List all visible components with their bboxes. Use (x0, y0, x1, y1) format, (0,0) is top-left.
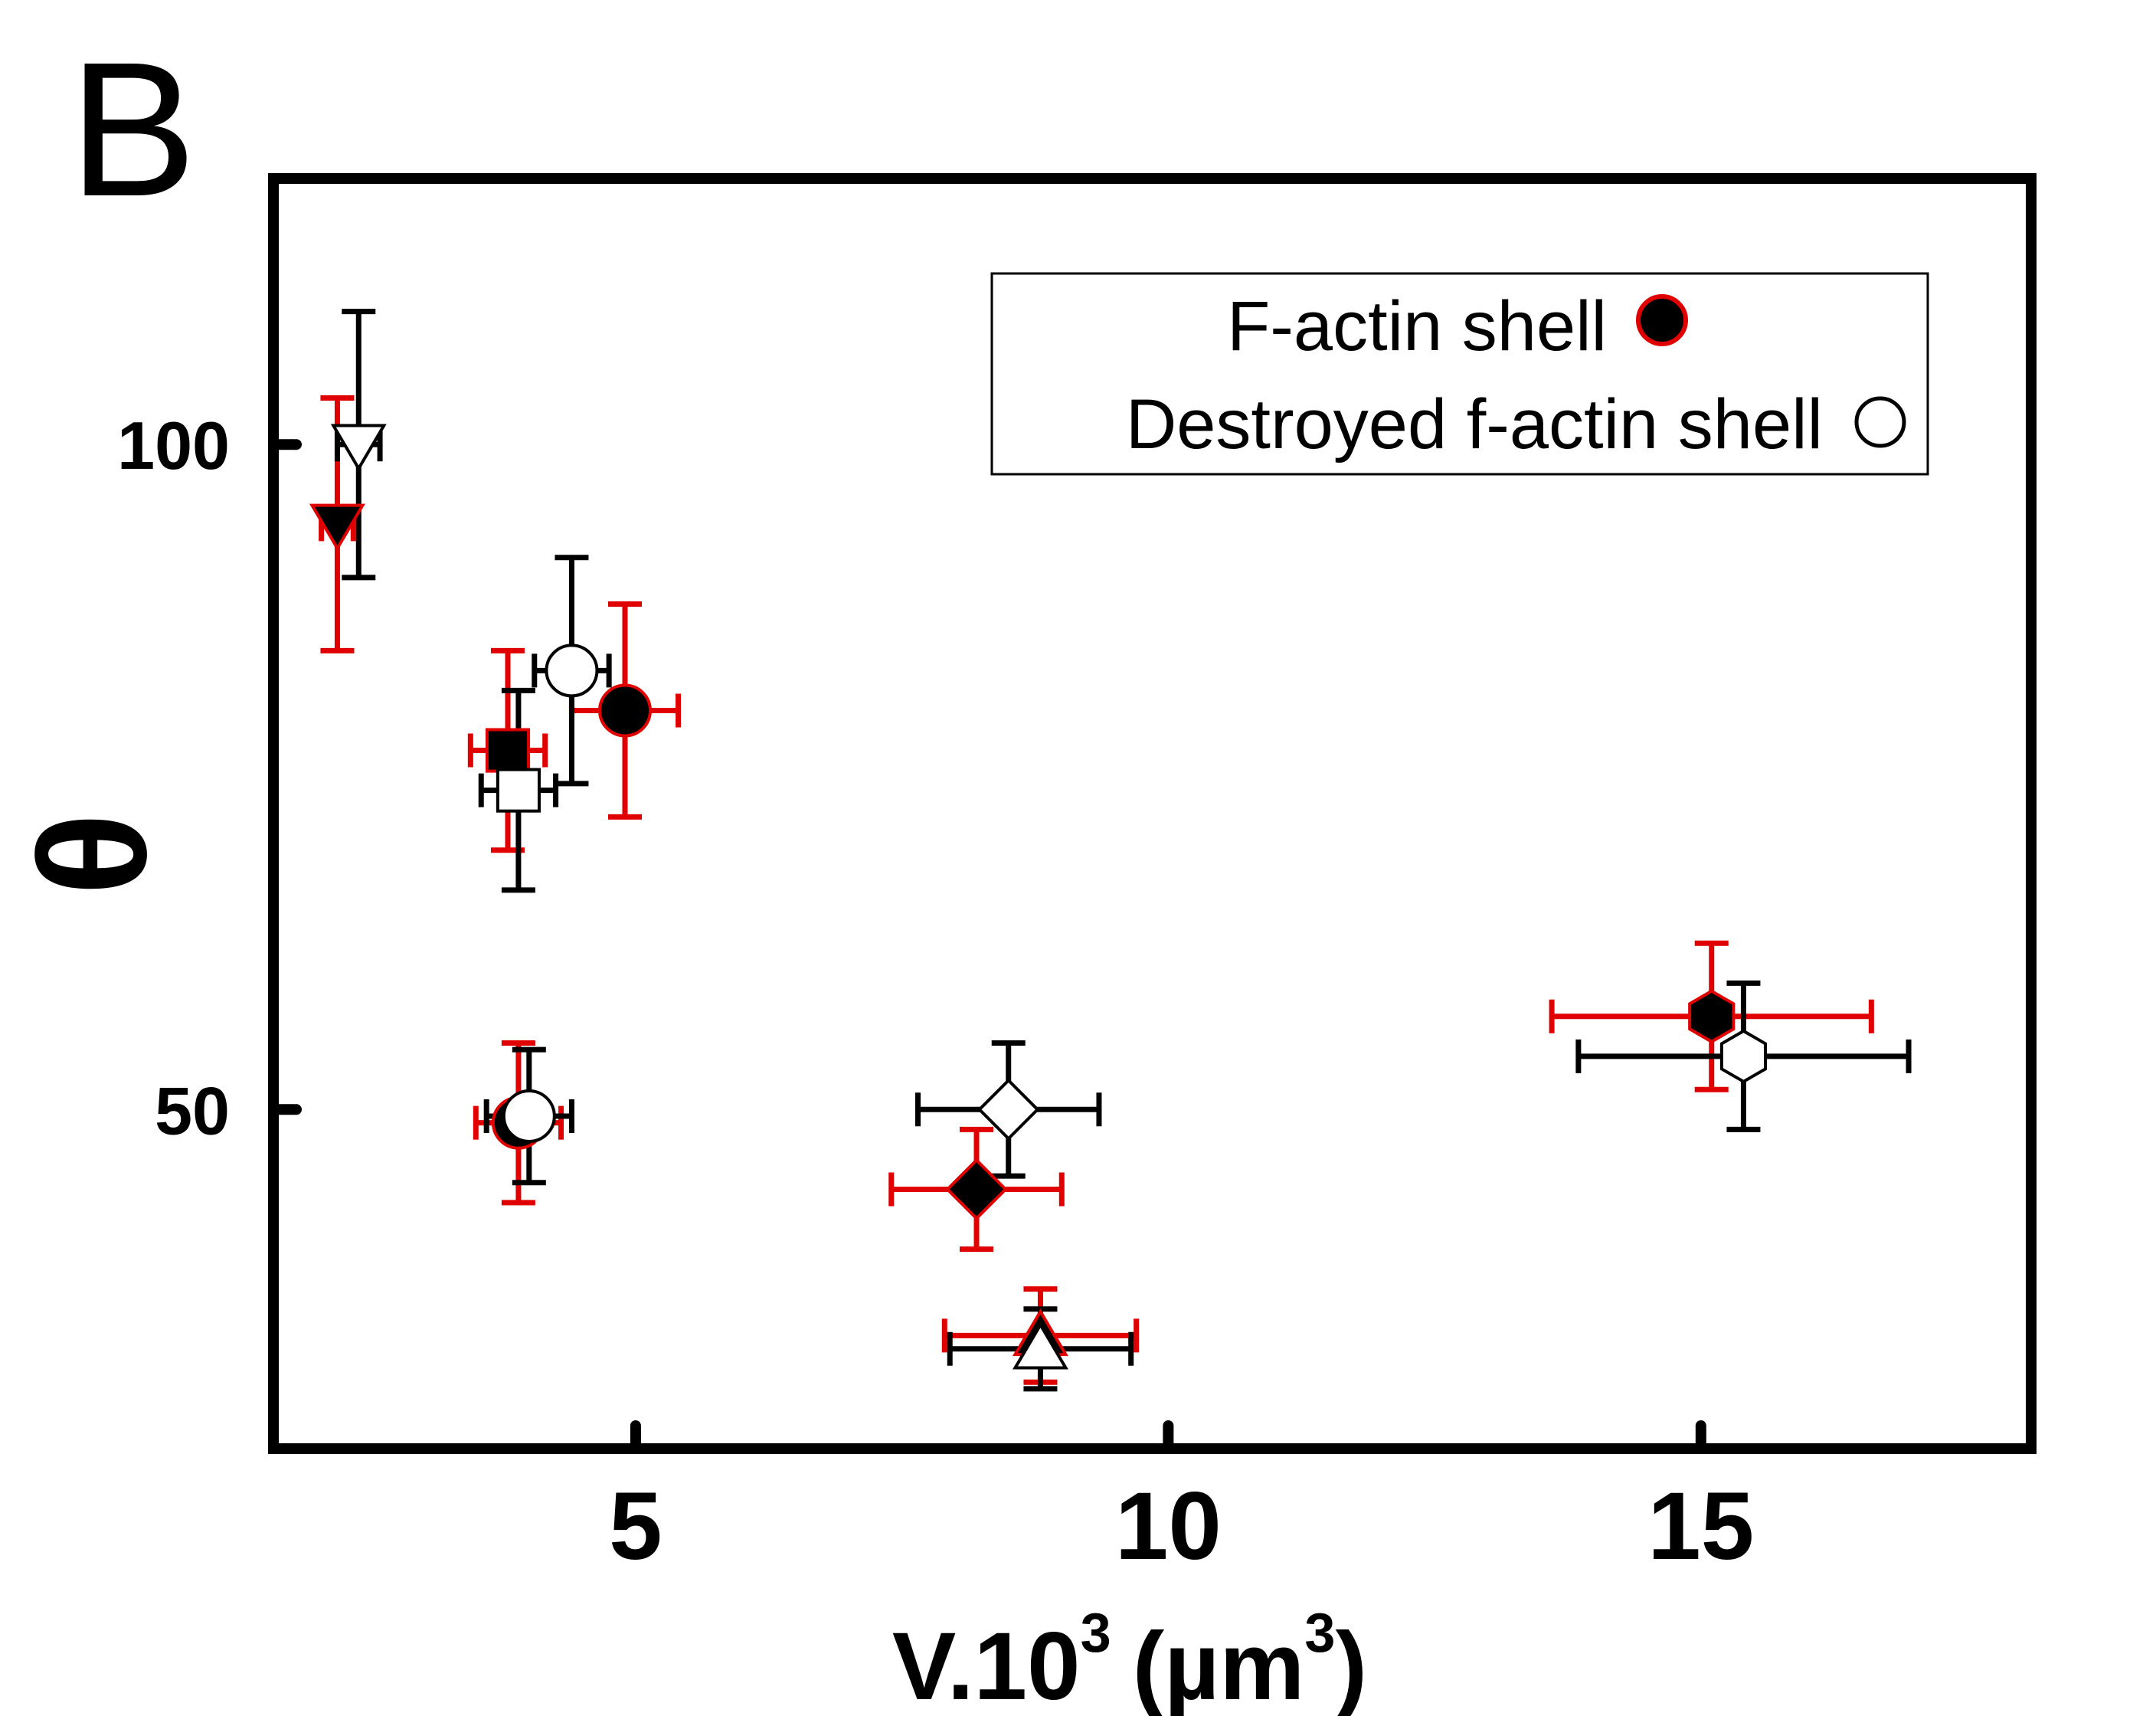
point-triangle-down (309, 503, 365, 552)
plot-frame (268, 173, 2037, 1454)
point-square (485, 728, 531, 773)
x-tick-label: 15 (1647, 1473, 1754, 1580)
x-axis-title-close: ) (1335, 1613, 1367, 1716)
x-axis-title-unit-exp: 3 (1304, 1603, 1335, 1664)
y-tick-label: 50 (155, 1072, 230, 1148)
x-tick-label: 10 (1115, 1473, 1222, 1580)
legend-marker-destroyed (1854, 396, 1906, 448)
legend-label-intact: F-actin shell (1227, 287, 1607, 365)
panel-label: B (69, 22, 197, 236)
legend-marker-intact (1636, 294, 1688, 346)
point-circle (598, 683, 652, 738)
x-axis-title-unit: (µm (1133, 1613, 1305, 1716)
point-diamond (977, 1078, 1040, 1141)
point-circle (502, 1089, 556, 1143)
x-axis-title-exp: 3 (1081, 1603, 1111, 1664)
y-axis-title: θ (8, 813, 178, 896)
legend-label-destroyed: Destroyed f-actin shell (1126, 385, 1823, 463)
x-tick-label: 5 (609, 1473, 663, 1580)
legend-box (990, 272, 1929, 476)
point-diamond (945, 1158, 1008, 1221)
point-hexagon (1719, 1029, 1768, 1084)
x-axis-title: V.103 (µm3) (892, 1603, 1367, 1716)
point-circle (545, 644, 599, 698)
ticks-layer: 5 10 15 50 100 (117, 408, 1754, 1580)
markers-layer (309, 424, 1768, 1370)
legend: F-actin shell Destroyed f-actin shell (990, 272, 1929, 476)
point-triangle-up (1012, 1321, 1068, 1370)
point-hexagon (1688, 989, 1736, 1044)
y-tick-label: 100 (117, 408, 230, 483)
point-triangle-down (330, 424, 387, 472)
x-axis-title-main: V.10 (892, 1613, 1081, 1716)
point-square (496, 768, 541, 813)
